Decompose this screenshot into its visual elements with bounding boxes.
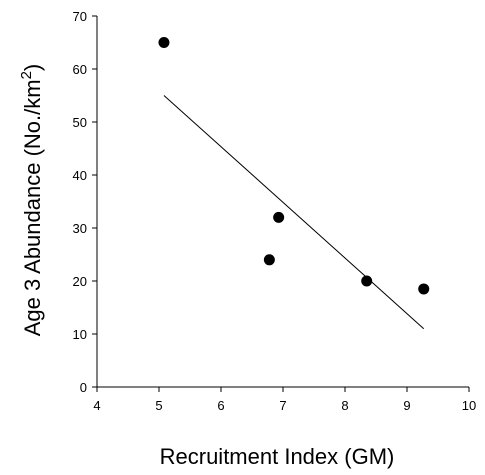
x-tick-label: 10 (462, 398, 476, 413)
y-tick-label: 40 (73, 168, 87, 183)
y-tick-label: 70 (73, 9, 87, 24)
y-tick-label: 50 (73, 115, 87, 130)
x-axis-title: Recruitment Index (GM) (160, 444, 395, 469)
ticks: 4 5 6 7 8 9 10 0 10 20 30 40 50 60 70 (73, 9, 477, 413)
y-axis-title-main: Age 3 Abundance (No./km (20, 79, 45, 336)
data-point (158, 37, 170, 48)
axes (96, 16, 469, 388)
data-point (361, 275, 373, 287)
y-axis-title: Age 3 Abundance (No./km2) (18, 64, 45, 337)
y-tick-label: 20 (73, 274, 87, 289)
y-tick-label: 30 (73, 221, 87, 236)
x-tick-label: 7 (279, 398, 286, 413)
x-tick-label: 8 (341, 398, 348, 413)
data-point (263, 254, 275, 266)
data-points (158, 37, 430, 295)
x-tick-label: 5 (155, 398, 162, 413)
x-tick-label: 9 (403, 398, 410, 413)
data-point (273, 211, 285, 223)
trendline (163, 95, 425, 330)
y-tick-label: 0 (80, 380, 87, 395)
x-tick-label: 4 (93, 398, 100, 413)
regression-line (163, 95, 425, 330)
y-tick-label: 10 (73, 327, 87, 342)
y-axis-title-superscript: 2 (18, 71, 35, 79)
y-axis-title-close: ) (20, 64, 45, 71)
y-tick-label: 60 (73, 62, 87, 77)
data-point (418, 283, 430, 295)
x-tick-label: 6 (217, 398, 224, 413)
